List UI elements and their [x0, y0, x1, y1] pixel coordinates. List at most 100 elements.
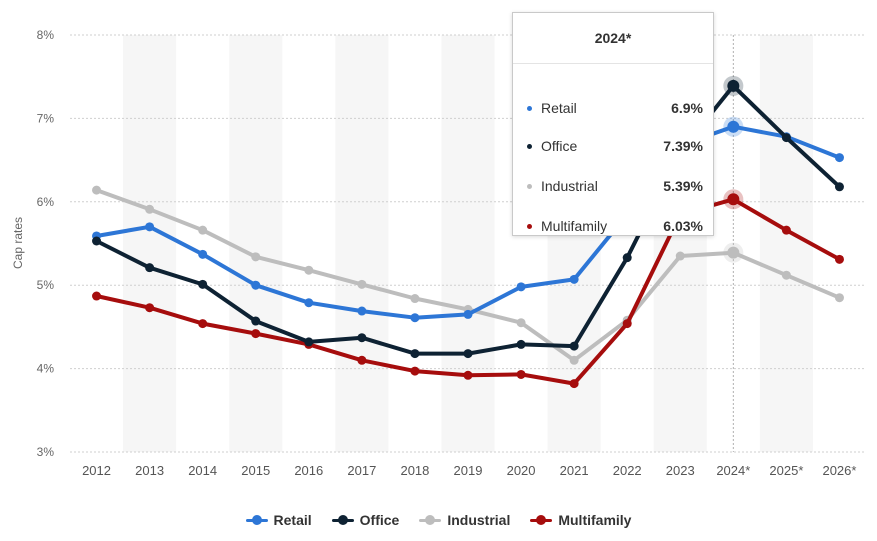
- data-point-industrial[interactable]: [357, 279, 367, 289]
- data-point-retail[interactable]: [834, 153, 844, 163]
- tooltip-value: 6.03%: [663, 218, 703, 234]
- data-point-industrial[interactable]: [781, 270, 791, 280]
- x-tick-label: 2023: [666, 463, 695, 478]
- tooltip-row-multifamily: Multifamily 6.03%: [527, 216, 703, 236]
- data-point-industrial[interactable]: [516, 318, 526, 328]
- tooltip-label: Industrial: [541, 178, 598, 194]
- x-tick-label: 2019: [454, 463, 483, 478]
- data-point-multifamily[interactable]: [781, 225, 791, 235]
- legend-label: Office: [359, 512, 400, 528]
- data-point-multifamily[interactable]: [145, 303, 155, 313]
- data-point-industrial[interactable]: [727, 246, 740, 259]
- data-point-multifamily[interactable]: [727, 193, 740, 206]
- data-point-office[interactable]: [834, 182, 844, 192]
- data-point-retail[interactable]: [727, 120, 740, 133]
- tooltip-value: 7.39%: [663, 138, 703, 154]
- y-axis-ticks: 3% 4% 5% 6% 7% 8%: [37, 28, 55, 459]
- data-point-industrial[interactable]: [251, 252, 261, 262]
- x-tick-label: 2015: [241, 463, 270, 478]
- data-point-retail[interactable]: [569, 274, 579, 284]
- data-point-office[interactable]: [304, 337, 314, 347]
- legend-label: Industrial: [447, 512, 511, 528]
- data-point-office[interactable]: [569, 341, 579, 351]
- data-point-industrial[interactable]: [569, 355, 579, 365]
- x-tick-label: 2024*: [716, 463, 750, 478]
- legend-marker-icon: [245, 515, 268, 525]
- series-office: [92, 75, 844, 359]
- tooltip-dot-icon: [527, 143, 532, 149]
- tooltip-dot-icon: [527, 105, 532, 111]
- data-point-office[interactable]: [357, 333, 367, 343]
- data-point-multifamily[interactable]: [92, 291, 102, 301]
- data-point-multifamily[interactable]: [198, 319, 208, 329]
- data-point-retail[interactable]: [516, 282, 526, 292]
- data-point-multifamily[interactable]: [834, 254, 844, 264]
- x-tick-label: 2026*: [822, 463, 856, 478]
- column-band: [335, 35, 389, 452]
- tooltip-row-industrial: Industrial 5.39%: [527, 176, 703, 196]
- tooltip-row-retail: Retail 6.9%: [527, 98, 703, 118]
- data-point-multifamily[interactable]: [622, 319, 632, 329]
- data-point-industrial[interactable]: [675, 251, 685, 261]
- data-point-multifamily[interactable]: [357, 355, 367, 365]
- column-band: [441, 35, 495, 452]
- column-band: [123, 35, 177, 452]
- data-point-office[interactable]: [622, 253, 632, 263]
- y-tick-label: 8%: [37, 28, 55, 42]
- data-point-multifamily[interactable]: [463, 370, 473, 380]
- y-tick-label: 4%: [37, 362, 55, 376]
- data-point-office[interactable]: [727, 79, 740, 92]
- data-point-office[interactable]: [251, 316, 261, 326]
- tooltip-label: Multifamily: [541, 218, 608, 234]
- tooltip-row-office: Office 7.39%: [527, 136, 703, 156]
- x-tick-label: 2014: [188, 463, 217, 478]
- data-point-office[interactable]: [781, 133, 791, 143]
- data-point-industrial[interactable]: [410, 294, 420, 304]
- legend-marker-icon: [331, 515, 354, 525]
- data-point-office[interactable]: [145, 263, 155, 273]
- tooltip-value: 6.9%: [671, 100, 703, 116]
- legend-item-office[interactable]: Office: [331, 512, 400, 528]
- x-axis-ticks: 2012 2013 2014 2015 2016 2017 2018 2019 2020 2021…: [82, 463, 856, 478]
- data-point-retail[interactable]: [145, 222, 155, 232]
- data-point-retail[interactable]: [251, 280, 261, 290]
- data-point-industrial[interactable]: [198, 225, 208, 235]
- data-point-multifamily[interactable]: [410, 366, 420, 376]
- data-point-industrial[interactable]: [92, 185, 102, 195]
- data-point-retail[interactable]: [410, 313, 420, 323]
- data-point-office[interactable]: [92, 236, 102, 246]
- tooltip: 2024* Retail 6.9% Office 7.39% Industria…: [512, 12, 714, 236]
- data-point-retail[interactable]: [304, 298, 314, 308]
- legend-label: Retail: [273, 512, 312, 528]
- line-chart: 3%4%5%6%7%8% 2012 2013 2014 2015 2016 2017 201…: [11, 28, 866, 478]
- data-point-industrial[interactable]: [834, 293, 844, 303]
- data-point-industrial[interactable]: [145, 204, 155, 214]
- data-point-multifamily[interactable]: [569, 379, 579, 389]
- x-tick-label: 2021: [560, 463, 589, 478]
- y-gridlines: [70, 34, 866, 453]
- legend-item-retail[interactable]: Retail: [245, 512, 312, 528]
- x-tick-label: 2012: [82, 463, 111, 478]
- data-point-office[interactable]: [198, 279, 208, 289]
- legend-item-multifamily[interactable]: Multifamily: [530, 512, 631, 528]
- data-point-retail[interactable]: [198, 249, 208, 259]
- legend-item-industrial[interactable]: Industrial: [419, 512, 510, 528]
- tooltip-label: Retail: [541, 100, 577, 116]
- x-tick-label: 2018: [400, 463, 429, 478]
- tooltip-dot-icon: [527, 223, 532, 229]
- data-point-industrial[interactable]: [304, 265, 314, 275]
- x-tick-label: 2017: [347, 463, 376, 478]
- data-point-office[interactable]: [463, 349, 473, 359]
- data-point-office[interactable]: [410, 349, 420, 359]
- data-point-multifamily[interactable]: [516, 369, 526, 379]
- data-point-retail[interactable]: [463, 309, 473, 319]
- tooltip-value: 5.39%: [663, 178, 703, 194]
- data-point-retail[interactable]: [357, 306, 367, 316]
- data-point-office[interactable]: [516, 339, 526, 349]
- y-tick-label: 6%: [37, 195, 55, 209]
- x-tick-label: 2022: [613, 463, 642, 478]
- legend-marker-icon: [419, 515, 442, 525]
- data-point-multifamily[interactable]: [251, 329, 261, 339]
- column-band: [229, 35, 283, 452]
- y-tick-label: 5%: [37, 278, 55, 292]
